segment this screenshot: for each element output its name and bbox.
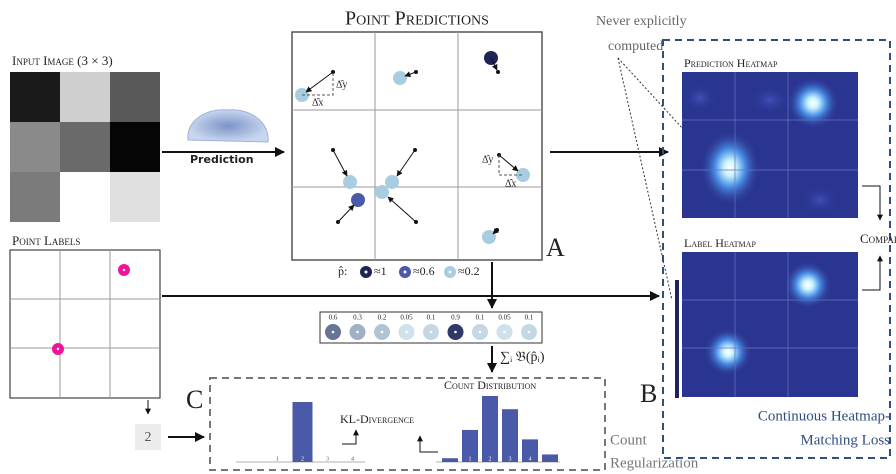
kl-label: KL-Divergence [340, 412, 414, 426]
diagram: Input Image (3 × 3) Prediction Point Pre… [0, 0, 896, 474]
probability-label: 0.1 [476, 314, 485, 322]
count-title: Count Distribution [444, 378, 536, 392]
tick-label: 4 [529, 456, 532, 462]
label-heatmap [682, 252, 858, 397]
predictions-title: Point Predictions [345, 8, 489, 30]
probability-label: 0.1 [427, 314, 436, 322]
dot-center [356, 331, 359, 334]
arrow [420, 436, 438, 452]
panel-label: A [546, 233, 565, 262]
tick-label: 3 [509, 456, 512, 462]
heatmap-title: Prediction Heatmap [684, 56, 778, 70]
labels-title: Point Labels [12, 233, 80, 248]
note: computed [608, 39, 663, 54]
input-title: Input Image (3 × 3) [12, 53, 113, 68]
compare-label: Compare [860, 231, 896, 246]
bar [482, 396, 498, 462]
note-line [618, 58, 684, 130]
dot-center [405, 331, 408, 334]
bar [442, 458, 458, 462]
arrow [862, 256, 880, 290]
dot-center [430, 331, 433, 334]
note-line [618, 58, 672, 300]
loss-label: Continuous Heatmap- [758, 408, 890, 424]
arrow [862, 186, 880, 220]
probability-label: 0.6 [329, 314, 338, 322]
legend-symbol: p̂: [338, 264, 347, 278]
arrow [342, 430, 356, 444]
dot-center [528, 331, 531, 334]
tick-label: 4 [351, 456, 354, 462]
bar [502, 409, 518, 462]
bar [293, 402, 313, 462]
bar [542, 454, 558, 462]
dot-center [332, 331, 335, 334]
tick-label: 1 [276, 456, 279, 462]
probability-label: 0.1 [525, 314, 534, 322]
legend-item: ≈0.2 [458, 264, 480, 278]
dot-center [479, 331, 482, 334]
probability-label: 0.05 [400, 314, 413, 322]
prediction-heatmap [682, 72, 858, 218]
tick-label: 2 [489, 456, 492, 462]
panel-label: C [186, 385, 203, 414]
reg-label: Count [610, 432, 648, 448]
delta-x: Δ̂x [505, 178, 516, 189]
delta-x: Δ̂x [312, 97, 323, 108]
tick-label: 1 [469, 456, 472, 462]
probability-label: 0.3 [353, 314, 362, 322]
tick-label: 2 [301, 456, 304, 462]
legend-item: ≈1 [374, 264, 387, 278]
heatmap-title: Label Heatmap [684, 236, 756, 250]
sum-label: ∑ᵢ 𝔅(p̂ᵢ) [500, 350, 545, 365]
target-count: 2 [145, 430, 152, 445]
reg-label: Regularization [610, 455, 699, 471]
dot-center [454, 331, 457, 334]
network-label: Prediction [190, 153, 254, 166]
input-image [10, 72, 160, 222]
legend: p̂: ≈1 ≈0.6 ≈0.2 [338, 264, 480, 278]
note: Never explicitly [596, 14, 687, 29]
probability-label: 0.9 [451, 314, 460, 322]
panel-label: B [640, 379, 657, 408]
probability-label: 0.05 [498, 314, 511, 322]
delta-y: Δ̂y [482, 154, 493, 165]
point-labels-panel [10, 250, 160, 398]
tick-label: 3 [326, 456, 329, 462]
dot-center [503, 331, 506, 334]
legend-item: ≈0.6 [413, 264, 435, 278]
probability-label: 0.2 [378, 314, 387, 322]
loss-label: Matching Loss [800, 432, 890, 448]
delta-y: Δ̂y [336, 79, 347, 90]
dot-center [381, 331, 384, 334]
network-icon [188, 110, 268, 142]
predictions-panel [292, 32, 542, 260]
